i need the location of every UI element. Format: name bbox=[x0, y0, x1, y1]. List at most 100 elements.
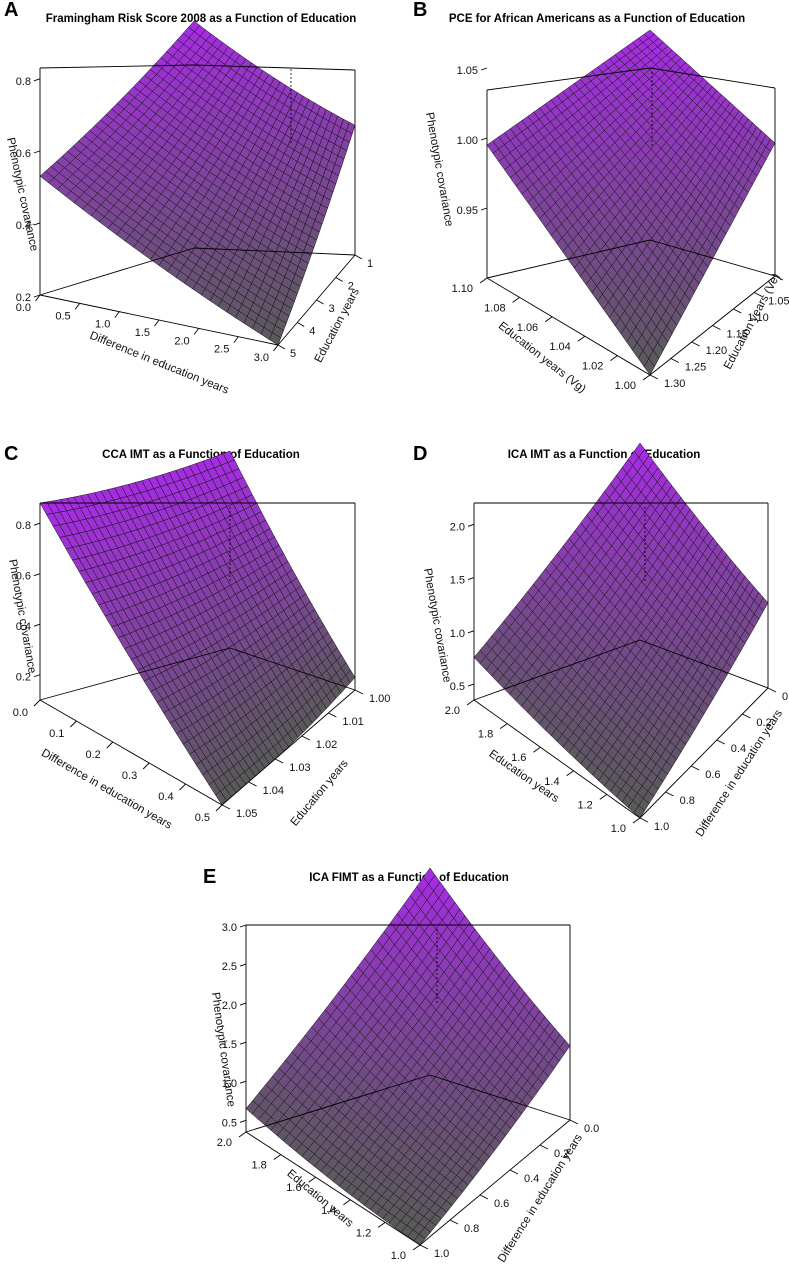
panel-d: D ICA IMT as a Function of Education 0.5… bbox=[413, 442, 789, 839]
z-tick-mark bbox=[239, 1041, 247, 1045]
axis1-tick-mark bbox=[215, 804, 223, 812]
z-tick-mark bbox=[467, 577, 475, 580]
panel-c-frame bbox=[39, 502, 356, 806]
axis2-tick-mark bbox=[449, 1219, 459, 1225]
axis2-tick-mark bbox=[639, 817, 649, 823]
axis1-tick-label: 1.4 bbox=[544, 776, 559, 788]
panel-a-title: Framingham Risk Score 2008 as a Function… bbox=[46, 13, 357, 25]
z-tick-label: 0.95 bbox=[457, 205, 478, 217]
axis1-tick-mark bbox=[533, 746, 541, 753]
axis1-tick-label: 1.06 bbox=[517, 322, 538, 334]
z-tick-label: 0.4 bbox=[16, 220, 31, 232]
z-tick-mark bbox=[480, 67, 488, 71]
z-tick-mark bbox=[467, 523, 475, 527]
axis1-tick-label: 1.02 bbox=[582, 361, 603, 373]
axis2-tick-mark bbox=[774, 275, 784, 281]
panel-b-title: PCE for African Americans as a Function … bbox=[449, 13, 745, 25]
axis2-tick-mark bbox=[670, 358, 680, 363]
axis1-tick-mark bbox=[74, 303, 81, 310]
axis2-tick-label: 1.05 bbox=[236, 808, 257, 820]
axis2-tick-label: 1.15 bbox=[727, 329, 748, 341]
axis1-tick-mark bbox=[599, 794, 608, 800]
z-tick-mark bbox=[33, 150, 41, 154]
z-tick-label: 1.05 bbox=[457, 65, 478, 77]
axis2-tick-label: 1.10 bbox=[747, 312, 768, 324]
axis2-tick-mark bbox=[753, 292, 763, 297]
axis2-tick-mark bbox=[509, 1169, 519, 1175]
axis2-tick-label: 0.0 bbox=[584, 1123, 599, 1135]
axis1-tick-mark bbox=[610, 355, 618, 361]
axis2-tick-label: 0.8 bbox=[680, 795, 695, 807]
axis1-tick-mark bbox=[343, 1199, 351, 1206]
axis1-tick-mark bbox=[544, 316, 553, 323]
axis1-tick-label: 2.0 bbox=[445, 705, 460, 717]
z-tick-mark bbox=[33, 78, 41, 82]
axis1-tick-label: 1.0 bbox=[611, 823, 626, 835]
axis2-tick-label: 4 bbox=[309, 326, 315, 338]
axis1-tick-mark bbox=[632, 817, 641, 824]
z-tick-mark bbox=[467, 683, 475, 687]
z-tick-label: 0.8 bbox=[16, 520, 31, 532]
panel-d-frame bbox=[473, 502, 769, 819]
z-tick-mark bbox=[480, 137, 488, 141]
panel-d-letter: D bbox=[413, 443, 427, 465]
axis2-tick-mark bbox=[248, 781, 257, 787]
frame-base-back-right bbox=[193, 247, 356, 256]
panel-c-ticks: 0.2 0.4 0.6 0.8 0.0 0.1 0.2 0.3 0.4 0.5 1.00 1.01 1.… bbox=[13, 520, 391, 824]
z-tick-mark bbox=[33, 573, 41, 577]
panel-d-title: ICA IMT as a Function of Education bbox=[508, 449, 701, 461]
panel-c-letter: C bbox=[4, 443, 18, 465]
panel-d-surface bbox=[473, 442, 769, 819]
z-tick-label: 1.5 bbox=[450, 575, 465, 587]
axis1-tick-label: 1.6 bbox=[511, 752, 526, 764]
axis1-tick-label: 1.0 bbox=[95, 319, 110, 331]
axis1-tick-mark bbox=[114, 311, 120, 318]
axis2-tick-label: 2 bbox=[348, 281, 354, 293]
axis1-tick-label: 0.1 bbox=[49, 728, 64, 740]
axis2-tick-mark bbox=[539, 1144, 549, 1150]
axis1-tick-label: 2.0 bbox=[174, 335, 189, 347]
z-tick-label: 1.0 bbox=[450, 628, 465, 640]
axis1-tick-mark bbox=[412, 1244, 421, 1251]
axis1-tick-label: 2.0 bbox=[217, 1137, 232, 1149]
z-tick-mark bbox=[239, 1080, 247, 1084]
z-tick-label: 0.2 bbox=[16, 672, 31, 684]
z-tick-label: 0.6 bbox=[16, 571, 31, 583]
z-tick-mark bbox=[467, 630, 475, 634]
z-tick-label: 0.8 bbox=[16, 76, 31, 88]
axis2-tick-mark bbox=[328, 712, 337, 718]
axis2-tick-label: 1 bbox=[367, 258, 373, 270]
panel-d-ticks: 0.5 1.0 1.5 2.0 2.0 1.8 1.6 1.4 1.2 1.0 0.0 0.2 0.4 0… bbox=[445, 521, 789, 835]
axis2-tick-label: 0.8 bbox=[464, 1223, 479, 1235]
axis1-tick-label: 1.0 bbox=[391, 1250, 406, 1262]
frame-base-back-left bbox=[473, 639, 641, 701]
frame-base-back-right bbox=[229, 647, 356, 691]
panel-c-surface bbox=[39, 450, 356, 806]
axis1-tick-label: 1.2 bbox=[578, 799, 593, 811]
z-tick-mark bbox=[33, 674, 41, 678]
axis1-tick-label: 1.04 bbox=[549, 341, 570, 353]
z-tick-mark bbox=[33, 222, 41, 226]
axis1-tick-mark bbox=[233, 336, 239, 343]
axis1-tick-mark bbox=[142, 762, 150, 770]
frame-base-back-left bbox=[39, 247, 195, 296]
axis1-tick-mark bbox=[70, 720, 77, 728]
axis2-tick-mark bbox=[274, 758, 284, 764]
panel-a: A Framingham Risk Score 2008 as a Functi… bbox=[4, 0, 373, 397]
axis2-tick-mark bbox=[649, 374, 659, 380]
axis2-tick-label: 1.01 bbox=[342, 716, 363, 728]
z-tick-label: 0.6 bbox=[16, 148, 31, 160]
axis2-tick-label: 1.05 bbox=[768, 296, 789, 308]
axis2-tick-label: 1.20 bbox=[706, 345, 727, 357]
z-tick-label: 0.5 bbox=[450, 681, 465, 693]
axis1-tick-mark bbox=[193, 328, 200, 335]
z-tick-label: 0.4 bbox=[16, 621, 31, 633]
frame-base-front-right bbox=[639, 687, 769, 819]
axis1-tick-label: 1.8 bbox=[252, 1160, 267, 1172]
axis1-tick-mark bbox=[35, 294, 41, 302]
z-tick-label: 2.5 bbox=[222, 961, 237, 973]
axis2-tick-mark bbox=[691, 341, 700, 347]
panel-b-axis2-label: Education years (Ve) bbox=[722, 272, 783, 372]
axis2-tick-label: 1.25 bbox=[685, 362, 706, 374]
